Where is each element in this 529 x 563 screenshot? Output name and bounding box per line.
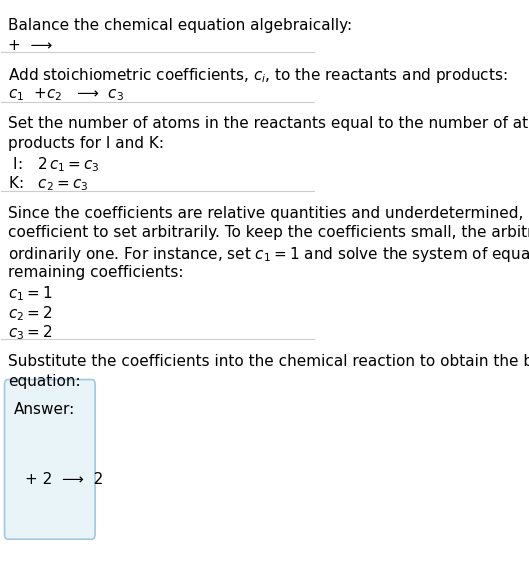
- Text: + 2  ⟶  2: + 2 ⟶ 2: [25, 472, 103, 487]
- Text: Set the number of atoms in the reactants equal to the number of atoms in the: Set the number of atoms in the reactants…: [7, 116, 529, 131]
- Text: Substitute the coefficients into the chemical reaction to obtain the balanced: Substitute the coefficients into the che…: [7, 354, 529, 369]
- Text: +  ⟶: + ⟶: [7, 38, 52, 53]
- Text: equation:: equation:: [7, 374, 80, 389]
- Text: $c_3 = 2$: $c_3 = 2$: [7, 324, 52, 342]
- FancyBboxPatch shape: [5, 379, 95, 539]
- Text: coefficient to set arbitrarily. To keep the coefficients small, the arbitrary va: coefficient to set arbitrarily. To keep …: [7, 225, 529, 240]
- Text: Since the coefficients are relative quantities and underdetermined, choose a: Since the coefficients are relative quan…: [7, 206, 529, 221]
- Text: $c_2 = 2$: $c_2 = 2$: [7, 304, 52, 323]
- Text: Balance the chemical equation algebraically:: Balance the chemical equation algebraica…: [7, 18, 352, 33]
- Text: $c_1$  +$c_2$   ⟶  $c_3$: $c_1$ +$c_2$ ⟶ $c_3$: [7, 87, 124, 103]
- Text: products for I and K:: products for I and K:: [7, 136, 163, 151]
- Text: I:   $2\,c_1 = c_3$: I: $2\,c_1 = c_3$: [7, 155, 99, 174]
- Text: $c_1 = 1$: $c_1 = 1$: [7, 284, 52, 303]
- Text: K:   $c_2 = c_3$: K: $c_2 = c_3$: [7, 174, 88, 193]
- Text: Add stoichiometric coefficients, $c_i$, to the reactants and products:: Add stoichiometric coefficients, $c_i$, …: [7, 66, 507, 85]
- Text: Answer:: Answer:: [14, 402, 75, 417]
- Text: ordinarily one. For instance, set $c_1 = 1$ and solve the system of equations fo: ordinarily one. For instance, set $c_1 =…: [7, 245, 529, 264]
- Text: remaining coefficients:: remaining coefficients:: [7, 265, 183, 280]
